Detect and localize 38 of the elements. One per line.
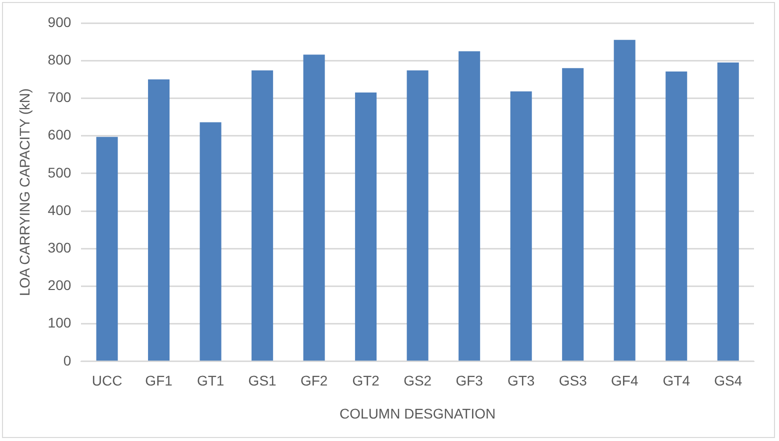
bar: [200, 122, 222, 361]
bar: [355, 92, 377, 361]
x-tick-label: GS3: [558, 372, 588, 389]
x-tick-label: GT3: [507, 372, 535, 389]
bar: [406, 70, 428, 361]
bar: [96, 136, 118, 361]
y-tick-label: 600: [48, 126, 72, 143]
x-tick-label: GS2: [404, 372, 432, 389]
x-tick-label: GF4: [610, 372, 638, 389]
bar: [252, 70, 274, 361]
x-tick-label: GF2: [300, 372, 328, 389]
x-tick-label: GS1: [248, 372, 277, 389]
y-tick-label: 900: [48, 14, 72, 30]
bar: [303, 54, 325, 361]
x-tick-label: GT2: [352, 372, 380, 389]
x-tick-label: GF3: [456, 372, 484, 389]
y-tick-label: 700: [48, 89, 72, 106]
bar: [458, 51, 480, 361]
y-tick-label: 0: [63, 352, 72, 368]
y-tick-label: 800: [48, 51, 72, 68]
bar: [148, 79, 170, 361]
bar: [717, 62, 739, 361]
x-tick-label: GT4: [662, 372, 690, 389]
bar: [614, 40, 636, 361]
y-tick-label: 400: [48, 202, 72, 218]
y-axis-title: LOA CARRYING CAPACITY (kN): [16, 88, 32, 296]
x-tick-label: GT1: [196, 372, 224, 389]
x-tick-label: GF1: [145, 372, 173, 389]
bar: [510, 91, 532, 361]
bar: [562, 68, 584, 361]
y-tick-label: 200: [48, 277, 72, 294]
x-tick-label: GS4: [714, 372, 742, 389]
y-tick-label: 100: [48, 314, 72, 331]
bar: [666, 72, 688, 361]
x-axis-title: COLUMN DESGNATION: [340, 405, 496, 422]
y-tick-label: 300: [48, 239, 72, 256]
x-tick-label: UCC: [92, 372, 122, 389]
y-tick-label: 500: [48, 164, 72, 180]
